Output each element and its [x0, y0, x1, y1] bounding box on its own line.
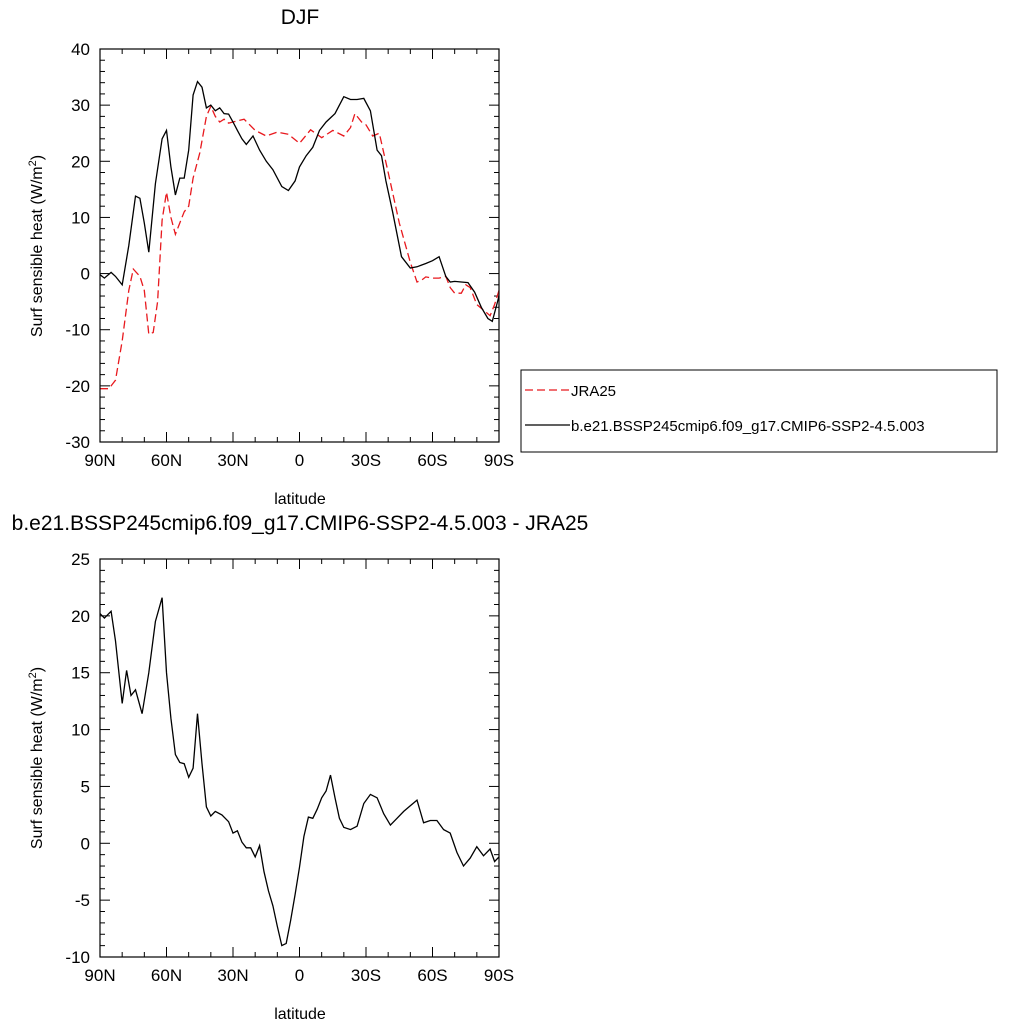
top-series-group [99, 80, 500, 390]
bottom-plot-frame [99, 558, 500, 958]
top-series-line-jra25 [100, 104, 500, 390]
top-y-tick-label: -20 [65, 377, 90, 396]
top-ticks: 90N 60N 30N 0 30S 60S 90S -30 -20 -10 0 10 20 30 40 [65, 40, 514, 470]
bottom-y-tick-label: 10 [71, 721, 90, 740]
bottom-y-tick-label: 0 [81, 834, 90, 853]
top-y-tick-label: -30 [65, 433, 90, 452]
top-y-tick-label: 40 [71, 40, 90, 59]
bottom-y-axis-label: Surf sensible heat (W/m2) [27, 667, 46, 849]
top-chart-title: DJF [281, 6, 320, 29]
top-x-axis-label: latitude [274, 491, 326, 508]
legend-entry-model: b.e21.BSSP245cmip6.f09_g17.CMIP6-SSP2-4.… [571, 418, 925, 435]
bottom-ticks: 90N 60N 30N 0 30S 60S 90S -10 -5 0 5 10 15 20 25 [65, 550, 514, 985]
bottom-x-tick-label: 60N [151, 966, 182, 985]
top-y-tick-label: 0 [81, 265, 90, 284]
bottom-x-tick-label: 30N [217, 966, 248, 985]
top-x-tick-label: 60N [151, 451, 182, 470]
top-y-tick-label: -10 [65, 321, 90, 340]
legend-entry-jra25: JRA25 [571, 383, 616, 400]
bottom-y-tick-label: -5 [75, 891, 90, 910]
top-x-tick-label: 90S [484, 451, 514, 470]
top-x-tick-label: 90N [84, 451, 115, 470]
bottom-x-tick-label: 30S [351, 966, 381, 985]
top-x-tick-label: 30S [351, 451, 381, 470]
bottom-y-tick-label: 20 [71, 607, 90, 626]
bottom-y-tick-label: 25 [71, 550, 90, 569]
bottom-series-group [99, 597, 500, 947]
legend-box [520, 369, 998, 453]
top-y-tick-label: 30 [71, 96, 90, 115]
legend: JRA25 b.e21.BSSP245cmip6.f09_g17.CMIP6-S… [520, 369, 998, 453]
bottom-panel: b.e21.BSSP245cmip6.f09_g17.CMIP6-SSP2-4.… [12, 512, 589, 1023]
bottom-x-tick-label: 90N [84, 966, 115, 985]
top-series-line-model [99, 80, 500, 323]
bottom-x-tick-label: 60S [417, 966, 447, 985]
top-x-tick-label: 0 [295, 451, 304, 470]
bottom-x-axis-label: latitude [274, 1006, 326, 1023]
top-y-axis-label: Surf sensible heat (W/m2) [27, 155, 46, 337]
top-x-tick-label: 30N [217, 451, 248, 470]
top-y-tick-label: 10 [71, 208, 90, 227]
bottom-x-tick-label: 90S [484, 966, 514, 985]
top-panel: DJF 90N 60N 30N 0 30S 60S 90S -30 -20 -10 0 10 20 30 4… [27, 6, 514, 508]
top-plot-frame [99, 48, 500, 443]
bottom-y-tick-label: 15 [71, 664, 90, 683]
bottom-y-tick-label: -10 [65, 948, 90, 967]
bottom-x-tick-label: 0 [295, 966, 304, 985]
top-x-tick-label: 60S [417, 451, 447, 470]
bottom-y-tick-label: 5 [81, 777, 90, 796]
bottom-chart-title: b.e21.BSSP245cmip6.f09_g17.CMIP6-SSP2-4.… [12, 512, 589, 535]
top-y-tick-label: 20 [71, 152, 90, 171]
bottom-series-line-model [99, 597, 500, 947]
